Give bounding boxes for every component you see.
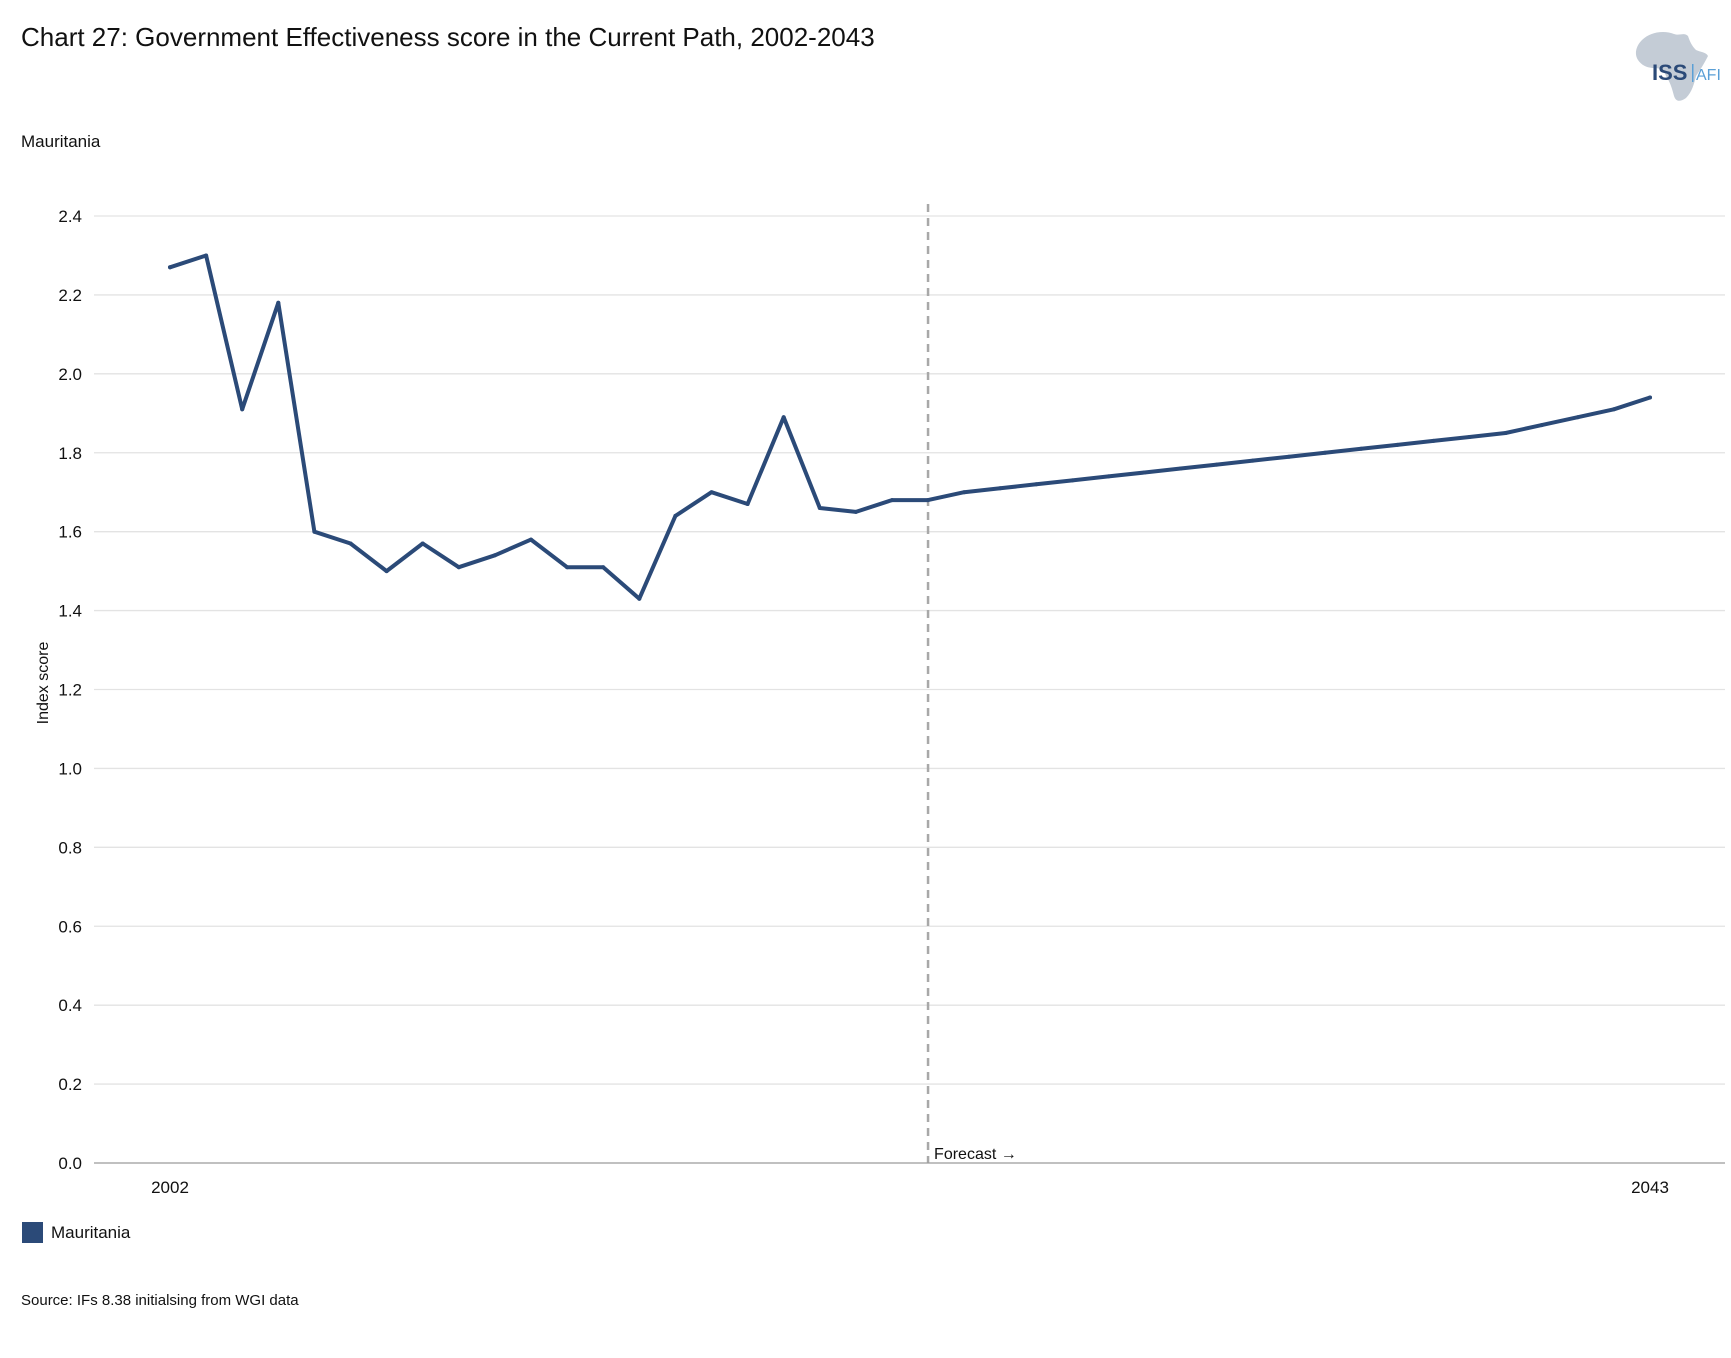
y-tick-label: 0.6: [58, 917, 82, 936]
data-point: [1323, 450, 1328, 455]
data-point: [1648, 395, 1652, 400]
y-tick-label: 0.4: [58, 996, 82, 1015]
data-point: [204, 253, 209, 258]
forecast-label: Forecast →: [934, 1146, 1017, 1163]
data-point: [1287, 454, 1291, 459]
source-note: Source: IFs 8.38 initialsing from WGI da…: [21, 1292, 299, 1309]
y-tick-label: 0.2: [58, 1075, 82, 1094]
y-tick-label: 1.0: [58, 759, 82, 778]
data-point: [312, 529, 317, 534]
data-point: [781, 415, 786, 420]
logo-iss-text: ISS: [1652, 60, 1687, 85]
grid-layer: [94, 215, 1725, 1085]
data-point: [1611, 407, 1616, 412]
data-point: [1178, 466, 1183, 471]
data-point: [1034, 482, 1039, 487]
legend-label: Mauritania: [51, 1222, 131, 1242]
data-point: [637, 596, 642, 601]
y-tick-label: 0.0: [58, 1154, 82, 1173]
x-tick-label: 2002: [151, 1178, 189, 1197]
data-point: [1395, 442, 1400, 447]
legend: Mauritania: [22, 1222, 130, 1243]
data-point: [926, 498, 930, 503]
chart-title: Chart 27: Government Effectiveness score…: [21, 22, 875, 52]
data-point: [1214, 462, 1219, 467]
data-point: [709, 490, 714, 495]
x-tick-label: 2043: [1631, 1178, 1669, 1197]
data-point: [998, 486, 1003, 491]
data-point: [745, 502, 750, 506]
data-point: [420, 541, 425, 546]
data-point: [1467, 435, 1472, 439]
series-line-mauritania: [168, 253, 1652, 601]
africa-map-icon: [1635, 32, 1708, 101]
data-point: [1250, 458, 1255, 463]
data-point: [348, 541, 353, 546]
data-point: [276, 300, 281, 305]
data-point: [853, 509, 858, 514]
data-point: [817, 506, 822, 510]
x-tick-labels: 2002 2043: [151, 1178, 1669, 1197]
data-point: [168, 265, 172, 270]
data-point: [384, 569, 389, 574]
y-tick-label: 2.4: [58, 207, 82, 226]
chart-subtitle: Mauritania: [21, 132, 101, 151]
y-tick-label: 1.2: [58, 681, 82, 700]
y-tick-labels: 0.0 0.2 0.4 0.6 0.8 1.0 1.2 1.4 1.6 1.8 2.0 2.2 2.4: [58, 207, 82, 1173]
y-tick-label: 1.8: [58, 444, 82, 463]
logo-afi-text: AFI: [1696, 67, 1721, 84]
data-point: [1575, 415, 1580, 420]
data-point: [240, 407, 245, 412]
y-tick-label: 0.8: [58, 838, 82, 857]
line-chart: 0.00.20.40.60.81.01.21.41.61.82.02.22.4 …: [35, 204, 1725, 1197]
data-point: [1070, 478, 1075, 483]
y-tick-label: 1.6: [58, 523, 82, 542]
data-point: [1503, 431, 1508, 435]
data-point: [1359, 446, 1364, 451]
legend-swatch: [22, 1222, 43, 1243]
logo-divider: [1692, 64, 1694, 82]
data-point: [962, 490, 967, 495]
data-point: [1431, 438, 1436, 443]
y-tick-label: 2.2: [58, 286, 82, 305]
data-point: [565, 565, 570, 570]
data-point: [492, 553, 497, 558]
data-point: [529, 537, 533, 542]
y-tick-label: 2.0: [58, 365, 82, 384]
data-point: [890, 498, 894, 503]
data-point: [456, 565, 461, 570]
y-tick-label: 1.4: [58, 602, 82, 621]
data-point: [1106, 474, 1111, 479]
y-axis-label: Index score: [35, 642, 52, 725]
data-point: [1142, 470, 1147, 475]
iss-afi-logo: ISS AFI: [1635, 32, 1721, 101]
data-point: [601, 565, 606, 570]
data-point: [1539, 423, 1544, 428]
series-layer: [168, 253, 1652, 601]
data-point: [673, 513, 678, 518]
